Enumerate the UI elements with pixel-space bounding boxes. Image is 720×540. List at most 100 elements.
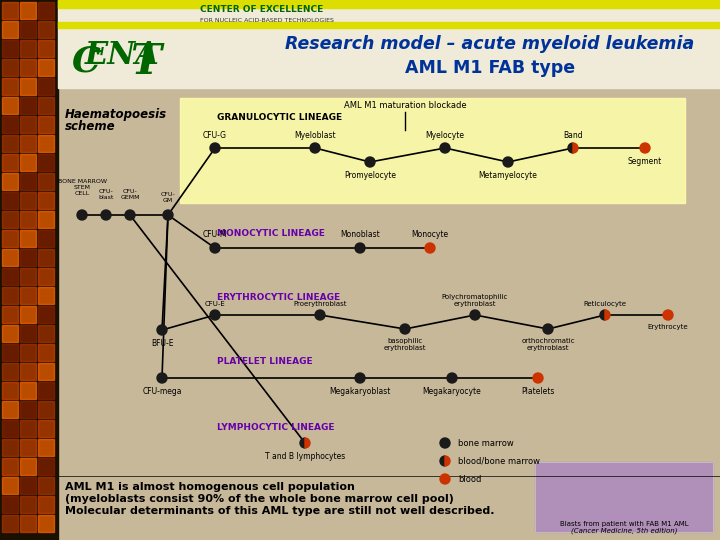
Bar <box>38 59 54 76</box>
Text: CFU-M: CFU-M <box>203 230 228 239</box>
Bar <box>2 40 18 57</box>
Circle shape <box>355 373 365 383</box>
Wedge shape <box>568 143 573 153</box>
Bar <box>2 515 18 532</box>
Text: blood/bone marrow: blood/bone marrow <box>458 456 540 465</box>
Wedge shape <box>305 438 310 448</box>
Text: bone marrow: bone marrow <box>458 438 514 448</box>
Bar <box>38 135 54 152</box>
Circle shape <box>503 157 513 167</box>
Text: ENA: ENA <box>85 39 160 71</box>
Text: Megakaryoblast: Megakaryoblast <box>329 387 391 396</box>
Text: Polychromatophilic
erythroblast: Polychromatophilic erythroblast <box>442 294 508 307</box>
Text: CFU-
blast: CFU- blast <box>99 189 114 200</box>
Bar <box>38 344 54 361</box>
Bar <box>2 477 18 494</box>
Circle shape <box>663 310 673 320</box>
Bar <box>20 135 36 152</box>
Circle shape <box>101 210 111 220</box>
Bar <box>2 306 18 323</box>
Bar <box>20 420 36 437</box>
Circle shape <box>157 325 167 335</box>
Bar <box>20 344 36 361</box>
Text: Band: Band <box>563 131 582 140</box>
Circle shape <box>310 143 320 153</box>
Bar <box>2 154 18 171</box>
Text: CFU-E: CFU-E <box>204 301 225 307</box>
Bar <box>535 462 713 532</box>
Text: CFU-
GEMM: CFU- GEMM <box>120 189 140 200</box>
Text: Megakaryocyte: Megakaryocyte <box>423 387 482 396</box>
Bar <box>38 325 54 342</box>
Bar <box>38 363 54 380</box>
Bar <box>58 0 720 88</box>
Bar <box>38 173 54 190</box>
Circle shape <box>163 210 173 220</box>
Text: T: T <box>130 41 161 83</box>
Text: ERYTHROCYTIC LINEAGE: ERYTHROCYTIC LINEAGE <box>217 294 340 302</box>
Text: BFU-E: BFU-E <box>150 339 174 348</box>
Bar <box>38 211 54 228</box>
Circle shape <box>425 243 435 253</box>
Text: blood: blood <box>458 475 482 483</box>
Bar <box>20 249 36 266</box>
Circle shape <box>640 143 650 153</box>
Text: Haematopoesis: Haematopoesis <box>65 108 167 121</box>
Bar <box>58 0 720 8</box>
Bar <box>2 97 18 114</box>
Bar <box>2 21 18 38</box>
Bar <box>20 78 36 95</box>
Bar <box>2 363 18 380</box>
Bar <box>38 78 54 95</box>
Wedge shape <box>605 310 610 320</box>
Bar <box>20 192 36 209</box>
Text: scheme: scheme <box>65 120 116 133</box>
Bar <box>38 515 54 532</box>
Circle shape <box>533 373 543 383</box>
Text: C: C <box>72 45 101 79</box>
Wedge shape <box>600 310 605 320</box>
Text: CFU-G: CFU-G <box>203 131 227 140</box>
Bar <box>20 439 36 456</box>
Text: Reticulocyte: Reticulocyte <box>583 301 626 307</box>
Wedge shape <box>300 438 305 448</box>
Bar <box>20 59 36 76</box>
Bar <box>38 249 54 266</box>
Bar <box>2 211 18 228</box>
Bar <box>38 230 54 247</box>
Text: T and B lymphocytes: T and B lymphocytes <box>265 452 345 461</box>
Circle shape <box>400 324 410 334</box>
Bar <box>20 97 36 114</box>
Text: Metamyelocyte: Metamyelocyte <box>479 171 537 180</box>
Bar <box>20 382 36 399</box>
Circle shape <box>315 310 325 320</box>
Bar <box>2 458 18 475</box>
Bar <box>2 135 18 152</box>
Bar <box>2 496 18 513</box>
Bar <box>2 439 18 456</box>
Bar <box>2 173 18 190</box>
Wedge shape <box>440 456 445 466</box>
Bar <box>38 287 54 304</box>
Text: Promyelocyte: Promyelocyte <box>344 171 396 180</box>
Bar <box>38 420 54 437</box>
Bar <box>2 230 18 247</box>
Text: Erythrocyte: Erythrocyte <box>648 324 688 330</box>
Text: PLATELET LINEAGE: PLATELET LINEAGE <box>217 357 312 367</box>
Bar <box>38 439 54 456</box>
Bar <box>38 2 54 19</box>
Bar <box>20 230 36 247</box>
Text: Monoblast: Monoblast <box>340 230 380 239</box>
Bar <box>38 268 54 285</box>
Bar <box>2 116 18 133</box>
Bar <box>38 192 54 209</box>
Text: GRANULOCYTIC LINEAGE: GRANULOCYTIC LINEAGE <box>217 112 342 122</box>
Circle shape <box>447 373 457 383</box>
Bar <box>2 382 18 399</box>
Circle shape <box>543 324 553 334</box>
Bar <box>20 287 36 304</box>
Text: Myeloblast: Myeloblast <box>294 131 336 140</box>
Wedge shape <box>573 143 578 153</box>
Bar <box>2 344 18 361</box>
Bar <box>20 2 36 19</box>
